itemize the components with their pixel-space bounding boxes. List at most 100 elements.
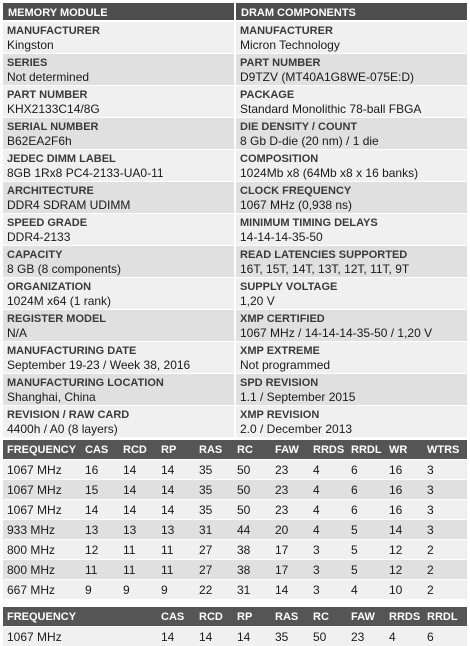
field-label: REGISTER MODEL (7, 313, 229, 326)
column-header-rrdl: RRDL (347, 440, 385, 460)
table-cell: 12 (385, 540, 423, 560)
table-cell: 3 (309, 540, 347, 560)
table-cell: 14 (119, 460, 157, 480)
table-cell: 2 (423, 580, 467, 600)
field-value: 16T, 15T, 14T, 13T, 12T, 11T, 9T (240, 262, 462, 276)
field-label: MINIMUM TIMING DELAYS (240, 217, 462, 230)
table-cell: 5 (347, 520, 385, 540)
table-cell: 1067 MHz (3, 480, 81, 500)
field-value: 1024M x64 (1 rank) (7, 294, 229, 308)
field-value: 2.0 / December 2013 (240, 422, 462, 436)
column-header-rp: RP (157, 440, 195, 460)
table-cell: 15 (81, 480, 119, 500)
table-cell: 6 (347, 480, 385, 500)
field-value: September 19-23 / Week 38, 2016 (7, 358, 229, 372)
field-label: CLOCK FREQUENCY (240, 185, 462, 198)
table-cell: 17 (271, 540, 309, 560)
table-cell: 16 (385, 480, 423, 500)
column-header-rc: RC (233, 440, 271, 460)
field-label: MANUFACTURING LOCATION (7, 377, 229, 390)
column-header-cas: CAS (81, 440, 119, 460)
table-cell: 800 MHz (3, 540, 81, 560)
table-cell: 1067 MHz (3, 627, 119, 646)
table-cell: 14 (157, 460, 195, 480)
column-header-frequency: FREQUENCY (3, 440, 81, 460)
column-header-blank (119, 607, 157, 627)
field-value: D9TZV (MT40A1G8WE-075E:D) (240, 70, 462, 84)
table-cell: 16 (385, 460, 423, 480)
column-header-faw: FAW (347, 607, 385, 627)
table-cell: 4 (347, 580, 385, 600)
table-cell: 31 (233, 580, 271, 600)
table-cell: 3 (309, 580, 347, 600)
table-cell: 1067 MHz (3, 500, 81, 520)
column-header-rc: RC (309, 607, 347, 627)
table-cell: 50 (233, 460, 271, 480)
field-value: 14-14-14-35-50 (240, 230, 462, 244)
table-cell: 3 (423, 480, 467, 500)
field-value: 1.1 / September 2015 (240, 390, 462, 404)
table-cell: 35 (271, 627, 309, 646)
column-header-cas: CAS (157, 607, 195, 627)
field-label: MANUFACTURER (7, 25, 229, 38)
table-cell: 44 (233, 520, 271, 540)
table-cell: 3 (423, 460, 467, 480)
field-value: 1067 MHz / 14-14-14-35-50 / 1,20 V (240, 326, 462, 340)
field-label: SPD REVISION (240, 377, 462, 390)
field-value: Micron Technology (240, 38, 462, 52)
field-label: REVISION / RAW CARD (7, 409, 229, 422)
memory-module-header: MEMORY MODULE (3, 3, 234, 22)
table-cell: 14 (119, 480, 157, 500)
table-cell: 23 (271, 480, 309, 500)
table-cell: 16 (81, 460, 119, 480)
table-cell: 3 (423, 500, 467, 520)
table-cell: 50 (309, 627, 347, 646)
table-cell: 38 (233, 560, 271, 580)
table-cell: 50 (233, 500, 271, 520)
table-cell: 1067 MHz (3, 460, 81, 480)
column-header-rrds: RRDS (309, 440, 347, 460)
field-value: Standard Monolithic 78-ball FBGA (240, 102, 462, 116)
column-header-rrdl: RRDL (423, 607, 467, 627)
field-value: Shanghai, China (7, 390, 229, 404)
table-cell: 13 (157, 520, 195, 540)
field-label: SUPPLY VOLTAGE (240, 281, 462, 294)
table-cell: 12 (81, 540, 119, 560)
table-cell: 14 (385, 520, 423, 540)
field-label: SERIES (7, 57, 229, 70)
field-value: 4400h / A0 (8 layers) (7, 422, 229, 436)
field-value: 8GB 1Rx8 PC4-2133-UA0-11 (7, 166, 229, 180)
table-cell: 6 (347, 460, 385, 480)
table-cell: 4 (309, 460, 347, 480)
table-cell: 35 (195, 480, 233, 500)
table-cell: 14 (233, 627, 271, 646)
field-value: Not programmed (240, 358, 462, 372)
table-cell: 50 (233, 480, 271, 500)
